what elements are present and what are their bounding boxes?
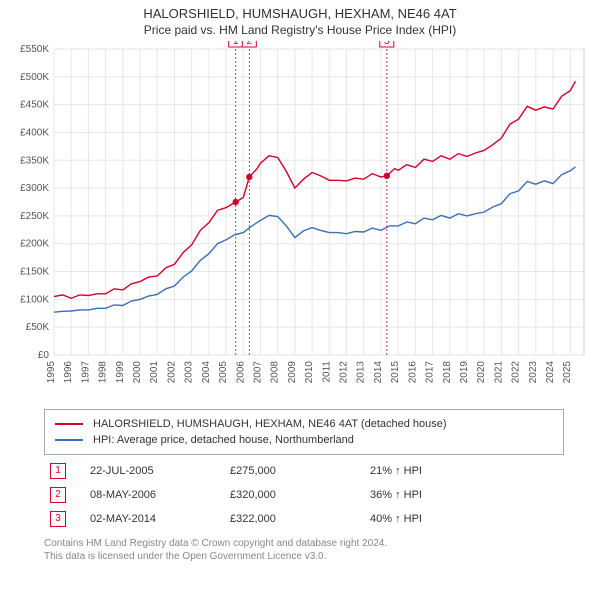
event-row: 3 02-MAY-2014£322,00040% ↑ HPI [44, 507, 564, 531]
event-marker: 3 [50, 511, 66, 527]
x-tick-label: 2000 [132, 361, 143, 384]
legend-swatch [55, 439, 83, 441]
chart-area: £0 £50K £100K £150K £200K £250K £300K £350K £400… [10, 41, 590, 401]
x-tick-label: 1997 [80, 361, 91, 384]
event-marker: 1 [50, 463, 66, 479]
x-tick-label: 2002 [166, 361, 177, 384]
event-row: 1 22-JUL-2005£275,00021% ↑ HPI [44, 459, 564, 483]
event-point [384, 173, 390, 179]
chart-subtitle: Price paid vs. HM Land Registry's House … [10, 23, 590, 37]
x-tick-label: 1995 [46, 361, 57, 384]
x-tick-label: 2004 [201, 361, 212, 384]
chart-svg: £0 £50K £100K £150K £200K £250K £300K £350K £400… [10, 41, 590, 393]
x-tick-label: 2023 [528, 361, 539, 384]
y-tick-label: £100K [20, 294, 49, 305]
event-date: 22-JUL-2005 [84, 459, 224, 483]
x-tick-label: 2009 [287, 361, 298, 384]
x-tick-label: 2017 [425, 361, 436, 384]
footer-note: Contains HM Land Registry data © Crown c… [44, 537, 590, 563]
x-tick-label: 2012 [339, 361, 350, 384]
x-tick-label: 2001 [149, 361, 160, 384]
x-tick-label: 1996 [63, 361, 74, 384]
footer-line-2: This data is licensed under the Open Gov… [44, 550, 590, 563]
event-price: £322,000 [224, 507, 364, 531]
event-date: 08-MAY-2006 [84, 483, 224, 507]
event-point [233, 199, 239, 205]
event-marker-num: 3 [384, 41, 390, 47]
x-tick-label: 2018 [442, 361, 453, 384]
x-tick-label: 2011 [321, 361, 332, 383]
y-tick-label: £200K [20, 239, 49, 250]
events-table: 1 22-JUL-2005£275,00021% ↑ HPI 2 08-MAY-200… [44, 459, 564, 531]
title-block: HALORSHIELD, HUMSHAUGH, HEXHAM, NE46 4AT… [10, 6, 590, 37]
x-tick-label: 2020 [476, 361, 487, 384]
x-tick-label: 2019 [459, 361, 470, 384]
y-tick-label: £0 [38, 350, 50, 361]
legend-swatch [55, 423, 83, 425]
y-tick-label: £400K [20, 127, 49, 138]
y-tick-label: £250K [20, 211, 49, 222]
x-tick-label: 2010 [304, 361, 315, 384]
y-tick-label: £350K [20, 155, 49, 166]
x-tick-label: 2013 [356, 361, 367, 384]
chart-title: HALORSHIELD, HUMSHAUGH, HEXHAM, NE46 4AT [10, 6, 590, 21]
event-delta: 40% ↑ HPI [364, 507, 564, 531]
x-tick-label: 2024 [545, 361, 556, 384]
x-tick-label: 2016 [407, 361, 418, 384]
y-tick-label: £450K [20, 100, 49, 111]
x-tick-label: 2014 [373, 361, 384, 384]
footer-line-1: Contains HM Land Registry data © Crown c… [44, 537, 590, 550]
legend-row: HPI: Average price, detached house, Nort… [55, 432, 553, 448]
event-marker-num: 2 [247, 41, 253, 47]
x-tick-label: 2025 [562, 361, 573, 384]
event-point [246, 174, 252, 180]
event-price: £320,000 [224, 483, 364, 507]
event-row: 2 08-MAY-2006£320,00036% ↑ HPI [44, 483, 564, 507]
x-tick-label: 2007 [252, 361, 263, 384]
event-date: 02-MAY-2014 [84, 507, 224, 531]
event-delta: 21% ↑ HPI [364, 459, 564, 483]
x-tick-label: 2021 [493, 361, 504, 384]
x-tick-label: 2015 [390, 361, 401, 384]
legend-row: HALORSHIELD, HUMSHAUGH, HEXHAM, NE46 4AT… [55, 416, 553, 432]
x-tick-label: 2006 [235, 361, 246, 384]
event-marker-num: 1 [233, 41, 239, 47]
event-marker: 2 [50, 487, 66, 503]
y-tick-label: £150K [20, 267, 49, 278]
x-tick-label: 2008 [270, 361, 281, 384]
x-tick-label: 1998 [98, 361, 109, 384]
legend-label: HALORSHIELD, HUMSHAUGH, HEXHAM, NE46 4AT… [93, 418, 447, 430]
event-price: £275,000 [224, 459, 364, 483]
y-tick-label: £50K [26, 322, 50, 333]
x-tick-label: 2022 [511, 361, 522, 384]
x-tick-label: 1999 [115, 361, 126, 384]
legend-box: HALORSHIELD, HUMSHAUGH, HEXHAM, NE46 4AT… [44, 409, 564, 455]
y-tick-label: £550K [20, 44, 49, 55]
event-delta: 36% ↑ HPI [364, 483, 564, 507]
x-tick-label: 2005 [218, 361, 229, 384]
x-tick-label: 2003 [184, 361, 195, 384]
y-tick-label: £500K [20, 72, 49, 83]
legend-label: HPI: Average price, detached house, Nort… [93, 434, 354, 446]
y-tick-label: £300K [20, 183, 49, 194]
